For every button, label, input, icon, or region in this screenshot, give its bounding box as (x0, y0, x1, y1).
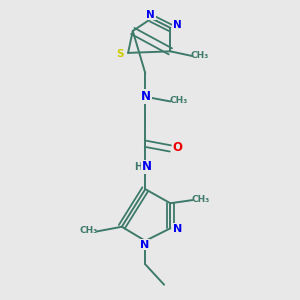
Text: N: N (141, 90, 151, 103)
Text: S: S (116, 49, 124, 58)
Text: CH₃: CH₃ (80, 226, 98, 235)
Text: O: O (172, 141, 182, 154)
Text: CH₃: CH₃ (191, 195, 210, 204)
Text: CH₃: CH₃ (191, 51, 209, 60)
Text: N: N (172, 224, 182, 234)
Text: CH₃: CH₃ (169, 96, 188, 105)
Text: N: N (142, 160, 152, 173)
Text: H: H (134, 162, 142, 172)
Text: N: N (146, 10, 155, 20)
Text: N: N (173, 20, 182, 30)
Text: N: N (140, 240, 149, 250)
